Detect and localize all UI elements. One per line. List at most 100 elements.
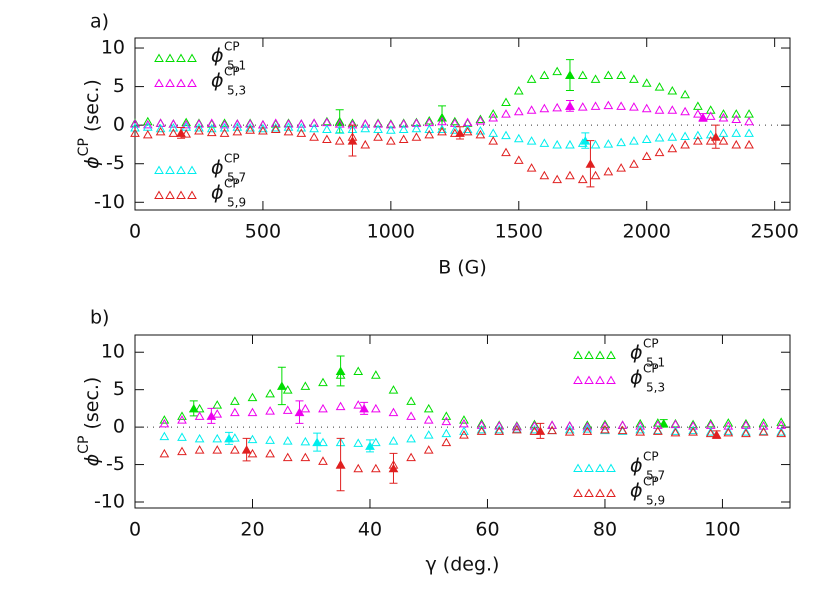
data-point <box>318 437 328 447</box>
data-point <box>688 425 698 435</box>
data-point <box>667 105 678 114</box>
data-point <box>501 130 511 140</box>
data-point <box>318 403 328 413</box>
error-bar-point <box>711 430 722 439</box>
legend-marker <box>606 488 616 497</box>
error-bar-point <box>710 132 721 141</box>
data-point <box>547 425 557 435</box>
x-tick-label: 80 <box>593 519 617 541</box>
data-point <box>142 116 153 126</box>
data-point <box>309 123 319 133</box>
data-point <box>159 448 170 458</box>
data-point <box>629 74 639 83</box>
data-point <box>406 433 416 443</box>
data-point <box>406 396 416 405</box>
legend-subscript: 5,9 <box>646 494 665 508</box>
data-point <box>654 82 665 91</box>
data-point <box>212 433 223 443</box>
data-point <box>265 448 275 458</box>
error-bar-point <box>241 445 252 454</box>
legend-symbol: ϕ <box>211 70 224 92</box>
data-point <box>353 400 364 409</box>
data-point <box>488 109 499 118</box>
data-point <box>335 401 346 411</box>
data-point <box>680 89 690 99</box>
legend-marker <box>187 78 197 87</box>
data-point <box>232 122 243 131</box>
data-point <box>385 119 396 129</box>
data-point <box>552 139 563 149</box>
legend-subscript: 5,1 <box>227 59 246 73</box>
legend-marker <box>573 488 583 497</box>
data-point <box>247 392 258 402</box>
data-point <box>547 420 557 429</box>
data-point <box>459 430 469 439</box>
data-point <box>705 418 716 428</box>
data-point <box>731 139 742 149</box>
data-point <box>270 122 281 132</box>
data-point <box>441 416 452 426</box>
data-point <box>475 126 486 135</box>
y-tick-label: 0 <box>113 114 125 136</box>
data-point <box>718 109 729 118</box>
data-point <box>629 159 639 168</box>
data-point <box>475 114 486 123</box>
data-point <box>564 424 575 434</box>
data-point <box>590 139 601 149</box>
data-point <box>194 126 204 135</box>
legend-marker <box>573 375 583 384</box>
data-point <box>177 432 187 441</box>
data-point <box>488 112 499 122</box>
data-point <box>718 128 729 137</box>
data-point <box>142 129 153 139</box>
data-point <box>212 400 223 409</box>
legend-marker <box>165 165 175 174</box>
data-point <box>219 122 230 132</box>
data-point <box>370 370 381 379</box>
error-bar-point <box>294 407 305 417</box>
data-point <box>577 174 588 184</box>
legend-superscript: CP <box>224 177 240 191</box>
data-point <box>406 452 416 462</box>
data-point <box>680 106 690 116</box>
data-point <box>693 101 703 110</box>
data-point <box>423 445 434 454</box>
data-point <box>130 128 140 137</box>
legend-marker <box>595 375 605 384</box>
data-point <box>181 119 192 129</box>
data-point <box>441 428 452 438</box>
data-point <box>501 109 511 118</box>
error-bar-point <box>276 381 287 390</box>
data-point <box>539 138 550 147</box>
data-point <box>731 114 742 123</box>
data-point <box>300 403 311 413</box>
data-point <box>424 129 435 139</box>
data-point <box>776 417 787 426</box>
data-point <box>635 421 646 430</box>
data-point <box>603 139 614 148</box>
error-bar-point <box>565 101 575 110</box>
data-point <box>219 128 230 137</box>
legend-marker <box>606 350 616 359</box>
data-point <box>353 366 364 375</box>
legend-marker <box>595 350 605 359</box>
data-point <box>547 425 557 435</box>
data-point <box>168 119 179 128</box>
data-point <box>370 437 381 447</box>
data-point <box>718 112 729 122</box>
data-point <box>635 427 646 436</box>
data-point <box>667 132 678 141</box>
data-point <box>300 452 311 462</box>
x-tick-label: 0 <box>129 519 141 541</box>
data-point <box>603 100 614 110</box>
data-point <box>283 126 294 136</box>
data-point <box>526 136 537 145</box>
y-axis-label: ϕCP (sec.) <box>76 79 103 169</box>
data-point <box>206 127 217 137</box>
legend-marker <box>176 78 186 87</box>
data-point <box>744 116 754 126</box>
error-bar-point <box>388 463 399 473</box>
legend-symbol: ϕ <box>630 342 643 364</box>
data-point <box>219 118 230 127</box>
data-point <box>718 136 729 145</box>
